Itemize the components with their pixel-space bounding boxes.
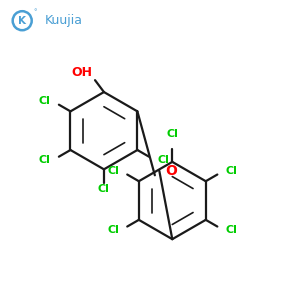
Text: K: K (18, 16, 26, 26)
Text: OH: OH (71, 66, 92, 79)
Text: Cl: Cl (226, 225, 237, 235)
Text: Cl: Cl (107, 224, 119, 235)
Text: Kuujia: Kuujia (44, 14, 82, 27)
Text: Cl: Cl (107, 166, 119, 176)
Text: Cl: Cl (39, 96, 51, 106)
Text: °: ° (33, 10, 36, 16)
Text: Cl: Cl (226, 166, 237, 176)
Text: Cl: Cl (167, 129, 178, 139)
Text: Cl: Cl (39, 155, 51, 165)
Text: Cl: Cl (157, 155, 169, 165)
Text: Cl: Cl (98, 184, 110, 194)
Text: O: O (165, 164, 177, 178)
